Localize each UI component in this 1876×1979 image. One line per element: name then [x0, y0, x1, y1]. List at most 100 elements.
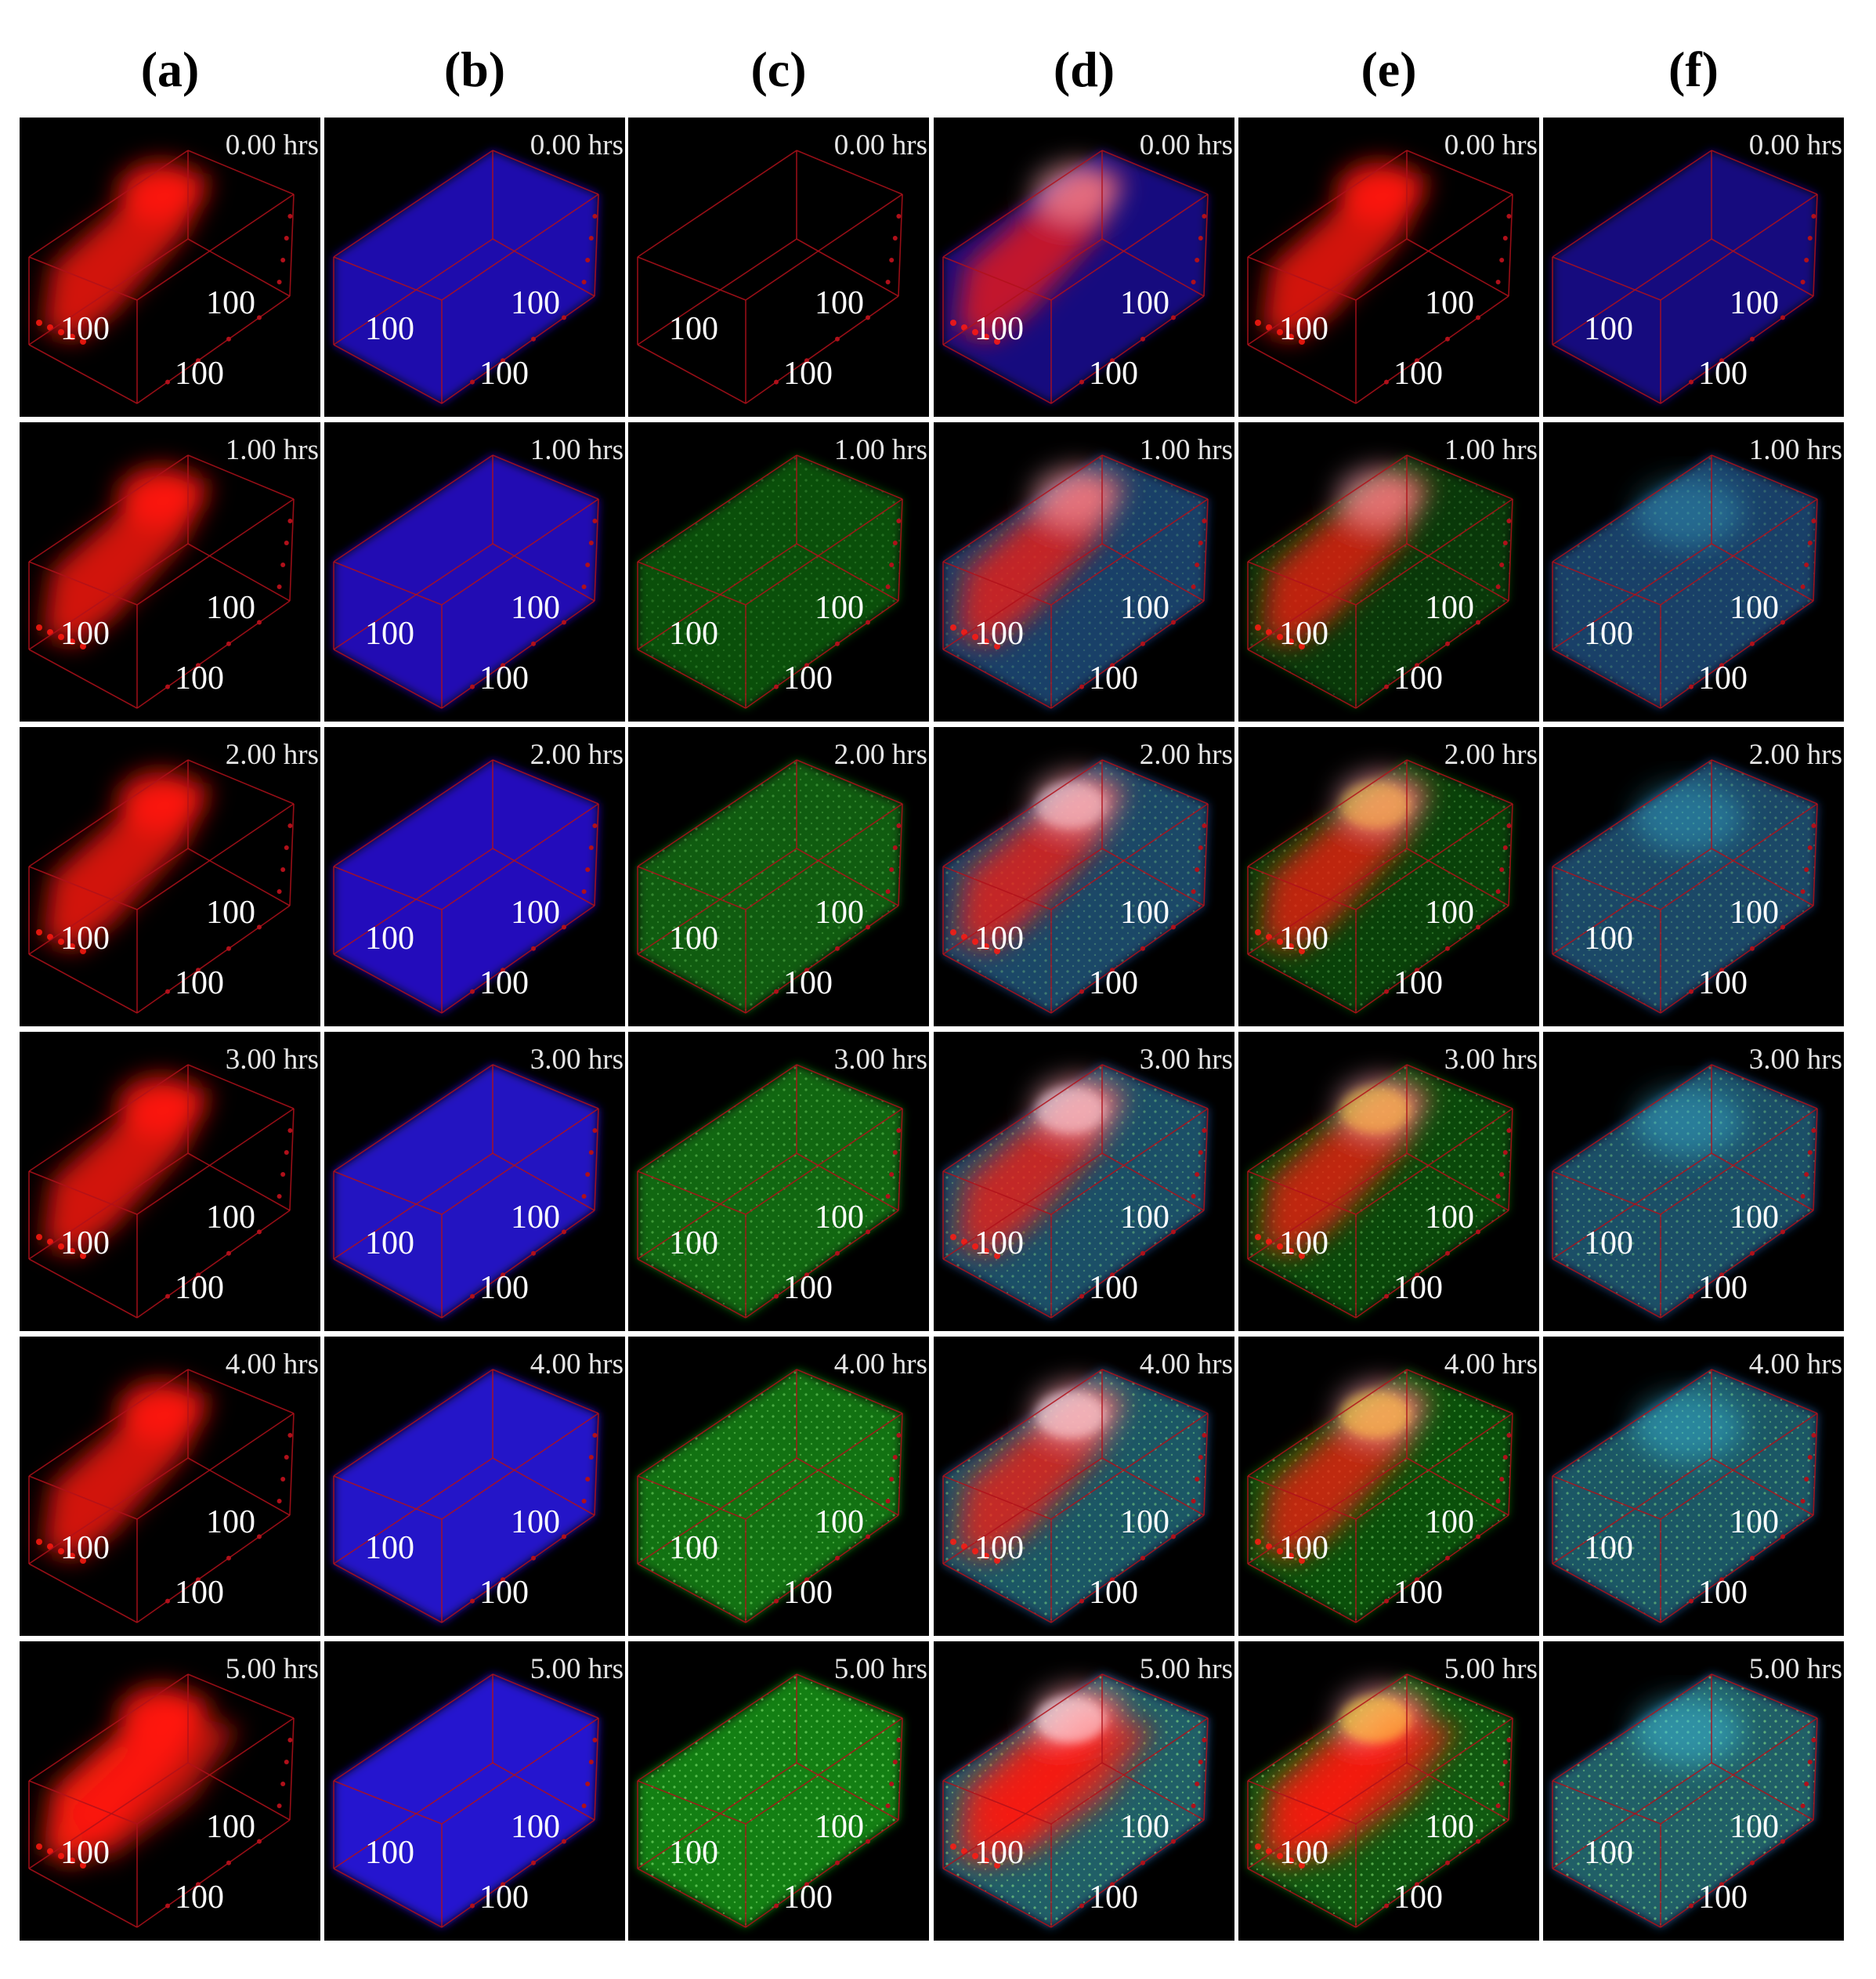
time-label: 1.00 hrs	[1748, 434, 1842, 466]
axis-scale-label: 100	[974, 1530, 1024, 1566]
axis-scale-label: 100	[815, 895, 864, 931]
axis-scale-label: 100	[1089, 1270, 1138, 1306]
red-edge-dot	[36, 1843, 42, 1850]
axis-scale-label: 100	[815, 1504, 864, 1540]
red-edge-dot	[1277, 1853, 1283, 1859]
axis-scale-label: 100	[1425, 285, 1474, 321]
volume-cube-render	[28, 454, 295, 709]
axis-scale-label: 100	[783, 1575, 833, 1611]
red-edge-dot	[36, 1234, 42, 1240]
red-edge-dot	[1255, 1539, 1261, 1545]
axis-scale-label: 100	[783, 1270, 833, 1306]
bounding-box-wireframe	[1247, 454, 1513, 709]
red-channel-volume	[43, 1381, 211, 1560]
axis-scale-label: 100	[1584, 616, 1633, 652]
bounding-box-wireframe	[1247, 150, 1513, 404]
axis-scale-label: 100	[1730, 895, 1779, 931]
red-channel-volume	[957, 162, 1126, 341]
red-edge-dot	[1255, 929, 1261, 935]
red-channel-volume	[1262, 162, 1430, 341]
axis-scale-label: 100	[1279, 311, 1328, 347]
green-channel-speckle	[1248, 760, 1513, 1013]
volume-cube-render	[1552, 150, 1818, 404]
axis-scale-label: 100	[1730, 590, 1779, 626]
volume-render-panel: 5.00 hrs 100 100 100	[1543, 1641, 1844, 1941]
overlap-glow	[1036, 1087, 1106, 1134]
axis-scale-label: 100	[1584, 311, 1633, 347]
green-channel-speckle	[943, 1065, 1208, 1318]
axis-scale-label: 100	[669, 311, 718, 347]
green-channel-speckle	[638, 1369, 902, 1623]
volume-cube-render	[333, 1064, 599, 1319]
bounding-box-wireframe	[942, 1369, 1209, 1623]
time-label: 4.00 hrs	[1444, 1348, 1538, 1380]
green-channel-speckle	[943, 760, 1208, 1013]
volume-cube-render	[333, 759, 599, 1014]
bounding-box-wireframe	[637, 1369, 903, 1623]
red-edge-dot	[36, 1539, 42, 1545]
red-edge-dot	[1277, 329, 1283, 335]
axis-scale-label: 100	[511, 895, 560, 931]
axis-scale-label: 100	[1698, 1880, 1748, 1916]
overlap-glow	[1633, 1696, 1743, 1767]
axis-scale-label: 100	[206, 1809, 255, 1845]
axis-scale-label: 100	[1730, 285, 1779, 321]
bounding-box-wireframe	[1247, 1673, 1513, 1928]
bounding-box-wireframe	[942, 1064, 1209, 1319]
volume-cube-render	[1247, 759, 1513, 1014]
bounding-box-wireframe	[1552, 759, 1818, 1014]
axis-scale-label: 100	[1279, 1835, 1328, 1871]
axis-scale-label: 100	[1730, 1809, 1779, 1845]
axis-scale-label: 100	[815, 1809, 864, 1845]
axis-scale-label: 100	[783, 965, 833, 1001]
axis-scale-label: 100	[511, 1199, 560, 1236]
time-label: 0.00 hrs	[225, 129, 319, 161]
volume-render-panel: 0.00 hrs 100 100 100	[628, 118, 929, 417]
axis-scale-label: 100	[206, 285, 255, 321]
bounding-box-wireframe	[1247, 1369, 1513, 1623]
volume-render-panel: 3.00 hrs 100 100 100	[1543, 1032, 1844, 1331]
bounding-box-wireframe	[28, 1673, 295, 1928]
bounding-box-wireframe	[1247, 1064, 1513, 1319]
bounding-box-wireframe	[942, 150, 1209, 404]
volume-cube-render	[942, 1673, 1209, 1928]
red-edge-dot	[1255, 1843, 1261, 1850]
red-edge-dot	[36, 624, 42, 631]
axis-scale-label: 100	[1120, 1199, 1169, 1236]
green-channel-speckle	[1552, 455, 1817, 708]
volume-render-panel: 5.00 hrs 100 100 100	[934, 1641, 1234, 1941]
red-edge-dot	[58, 329, 64, 335]
overlap-glow	[1340, 782, 1411, 829]
volume-cube-render	[1247, 1064, 1513, 1319]
red-edge-dot	[80, 643, 86, 649]
red-edge-dot	[1255, 320, 1261, 326]
volume-cube-render	[1552, 454, 1818, 709]
red-edge-dot	[1288, 943, 1294, 950]
volume-render-panel: 0.00 hrs 100 100 100	[20, 118, 320, 417]
volume-cube-render	[1247, 1673, 1513, 1928]
red-edge-dot	[983, 1553, 989, 1559]
axis-scale-label: 100	[1089, 356, 1138, 392]
axis-scale-label: 100	[1584, 1835, 1633, 1871]
red-edge-dot	[1288, 334, 1294, 340]
red-edge-dot	[972, 1853, 978, 1859]
volume-cube-render	[28, 759, 295, 1014]
time-label: 1.00 hrs	[833, 434, 927, 466]
volume-render-panel: 3.00 hrs 100 100 100	[1238, 1032, 1539, 1331]
axis-scale-label: 100	[1279, 1225, 1328, 1261]
time-label: 4.00 hrs	[1748, 1348, 1842, 1380]
red-channel-volume	[43, 467, 211, 646]
red-edge-dot	[69, 1553, 75, 1559]
red-edge-dot	[1288, 1858, 1294, 1864]
volume-cube-render	[28, 1369, 295, 1623]
axis-scale-label: 100	[815, 1199, 864, 1236]
axis-scale-label: 100	[1089, 660, 1138, 696]
volume-render-panel: 1.00 hrs 100 100 100	[20, 422, 320, 722]
axis-scale-label: 100	[974, 1225, 1024, 1261]
volume-cube-render	[637, 150, 903, 404]
volume-render-panel: 0.00 hrs 100 100 100	[324, 118, 625, 417]
green-channel-speckle	[1248, 1065, 1513, 1318]
axis-scale-label: 100	[365, 311, 414, 347]
red-edge-dot	[69, 639, 75, 645]
red-edge-dot	[994, 1253, 1000, 1259]
